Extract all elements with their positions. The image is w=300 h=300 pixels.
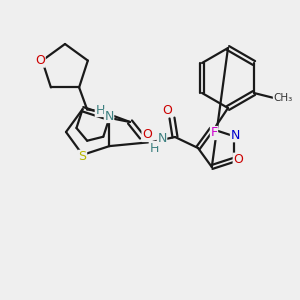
Text: O: O	[142, 128, 152, 142]
Text: O: O	[35, 54, 45, 67]
Text: S: S	[79, 150, 87, 163]
Text: F: F	[210, 127, 218, 140]
Text: H: H	[149, 142, 159, 154]
Text: N: N	[104, 110, 114, 122]
Text: H: H	[95, 103, 105, 116]
Text: O: O	[233, 153, 243, 166]
Text: CH₃: CH₃	[273, 93, 292, 103]
Text: N: N	[157, 133, 167, 146]
Text: O: O	[162, 103, 172, 116]
Text: N: N	[230, 129, 240, 142]
